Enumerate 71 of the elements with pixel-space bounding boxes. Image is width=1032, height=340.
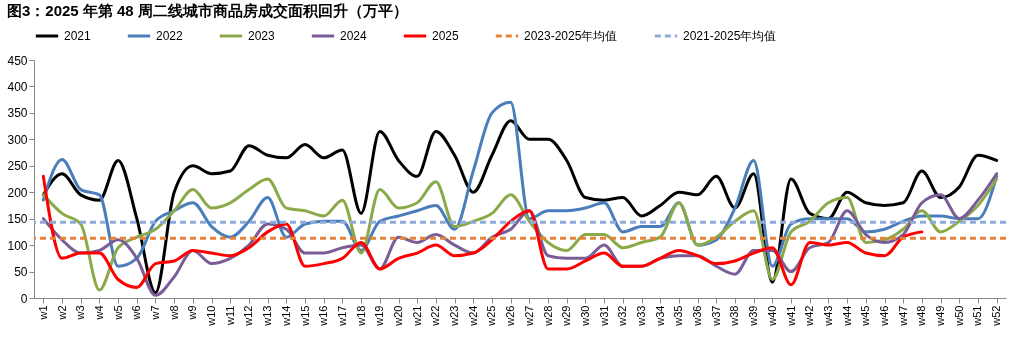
x-tick-label: w18 [354, 305, 367, 327]
x-tick-label: w17 [335, 305, 348, 327]
legend-label: 2024 [340, 29, 368, 43]
x-tick-label: w36 [691, 305, 704, 327]
x-tick-label: w19 [373, 305, 386, 327]
x-tick-label: w25 [485, 305, 498, 327]
y-tick-label: 350 [7, 106, 28, 121]
x-tick-label: w1 [36, 305, 49, 321]
x-tick-label: w31 [597, 305, 610, 327]
x-tick-label: w44 [840, 305, 853, 327]
x-tick-label: w12 [242, 305, 255, 327]
x-tick-label: w20 [392, 305, 404, 327]
x-tick-label: w6 [130, 305, 143, 321]
x-tick-label: w42 [803, 305, 816, 327]
x-tick-label: w24 [466, 305, 479, 327]
x-tick-label: w38 [728, 305, 741, 327]
x-tick-label: w34 [653, 305, 666, 327]
x-tick-label: w23 [448, 305, 461, 327]
x-tick-label: w45 [859, 305, 872, 327]
x-tick-label: w43 [821, 305, 834, 327]
legend-label: 2025 [432, 29, 460, 43]
x-tick-label: w35 [672, 305, 685, 327]
y-tick-label: 250 [7, 159, 28, 174]
legend-label: 2023-2025年均值 [524, 29, 618, 43]
x-tick-label: w13 [261, 305, 274, 327]
x-tick-label: w5 [111, 305, 124, 321]
x-tick-label: w39 [747, 305, 760, 327]
line-series [41, 119, 999, 295]
x-tick-label: w30 [578, 305, 591, 327]
legend-label: 2021-2025年均值 [683, 29, 777, 43]
x-tick-label: w48 [915, 305, 928, 327]
y-tick-label: 300 [7, 132, 28, 147]
x-tick-label: w22 [429, 305, 442, 327]
x-tick-label: w37 [709, 305, 722, 327]
y-tick-label: 100 [7, 238, 28, 253]
x-tick-label: w15 [298, 305, 311, 327]
y-tick-label: 0 [20, 291, 28, 306]
x-tick-label: w33 [635, 305, 647, 327]
x-tick-label: w51 [971, 305, 984, 327]
x-tick-label: w41 [784, 305, 797, 327]
x-tick-label: w21 [410, 305, 423, 327]
x-tick-label: w2 [55, 305, 68, 321]
legend-label: 2021 [64, 29, 92, 43]
legend-label: 2023 [248, 29, 276, 43]
x-tick-label: w11 [223, 305, 236, 326]
x-tick-label: w4 [92, 305, 105, 321]
y-tick-label: 400 [7, 79, 28, 94]
x-tick-label: w46 [878, 305, 890, 327]
x-tick-label: w29 [560, 305, 573, 327]
legend-label: 2022 [156, 29, 184, 43]
x-tick-label: w3 [74, 305, 87, 321]
x-tick-label: w52 [990, 305, 1003, 327]
x-tick-label: w32 [616, 305, 629, 327]
x-tick-label: w14 [279, 305, 292, 327]
y-tick-label: 150 [7, 212, 28, 227]
x-tick-label: w10 [205, 305, 218, 327]
x-tick-label: w26 [504, 305, 517, 327]
x-tick-label: w16 [317, 305, 330, 327]
y-tick-label: 450 [7, 53, 28, 68]
y-tick-label: 200 [7, 185, 28, 200]
x-tick-label: w7 [149, 305, 161, 321]
x-tick-label: w40 [765, 305, 778, 327]
x-tick-label: w49 [934, 305, 947, 327]
x-tick-label: w28 [541, 305, 554, 327]
y-tick-label: 50 [14, 265, 28, 280]
x-tick-label: w8 [167, 305, 180, 321]
x-tick-label: w9 [186, 305, 199, 321]
x-tick-label: w50 [952, 305, 965, 327]
chart-title: 图3：2025 年第 48 周二线城市商品房成交面积回升（万平） [6, 2, 408, 19]
x-tick-label: w27 [522, 305, 535, 327]
x-tick-label: w47 [896, 305, 909, 327]
